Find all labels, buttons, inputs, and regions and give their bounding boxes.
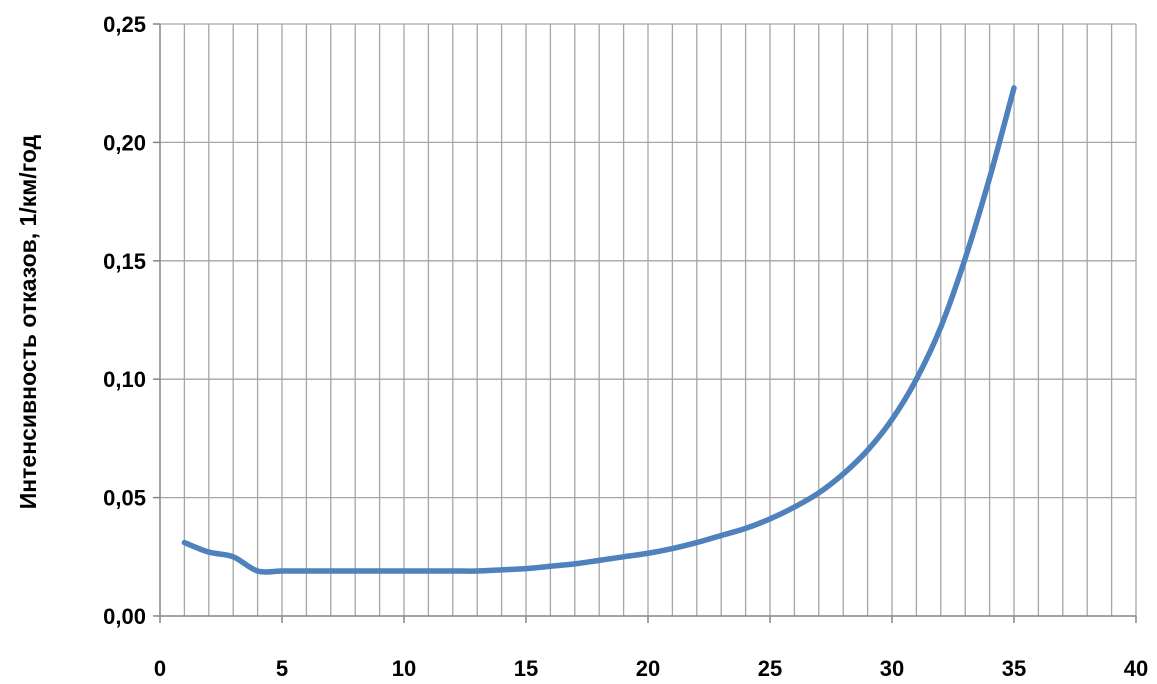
x-tick-labels: 0 5 10 15 20 25 30 35 40 (154, 656, 1148, 681)
x-tick-label: 10 (392, 656, 416, 681)
x-tick-label: 30 (880, 656, 904, 681)
x-tick-label: 35 (1002, 656, 1026, 681)
series-line (181, 85, 1017, 575)
y-tick-labels: 0,00 0,05 0,10 0,15 0,20 0,25 (103, 12, 146, 629)
y-tick-label: 0,20 (103, 130, 146, 155)
chart-series (181, 85, 1017, 575)
y-tick-label: 0,05 (103, 486, 146, 511)
x-tick-label: 40 (1124, 656, 1148, 681)
x-tick-label: 5 (276, 656, 288, 681)
y-axis-title: Интенсивность отказов, 1/км/год (15, 134, 41, 509)
y-tick-label: 0,15 (103, 249, 146, 274)
x-tick-label: 15 (514, 656, 538, 681)
chart-axes (153, 23, 1137, 623)
y-tick-label: 0,10 (103, 367, 146, 392)
x-tick-label: 20 (636, 656, 660, 681)
chart-grid (160, 23, 1137, 616)
y-tick-label: 0,00 (103, 604, 146, 629)
y-tick-label: 0,25 (103, 12, 146, 37)
x-tick-label: 0 (154, 656, 166, 681)
x-tick-label: 25 (758, 656, 782, 681)
